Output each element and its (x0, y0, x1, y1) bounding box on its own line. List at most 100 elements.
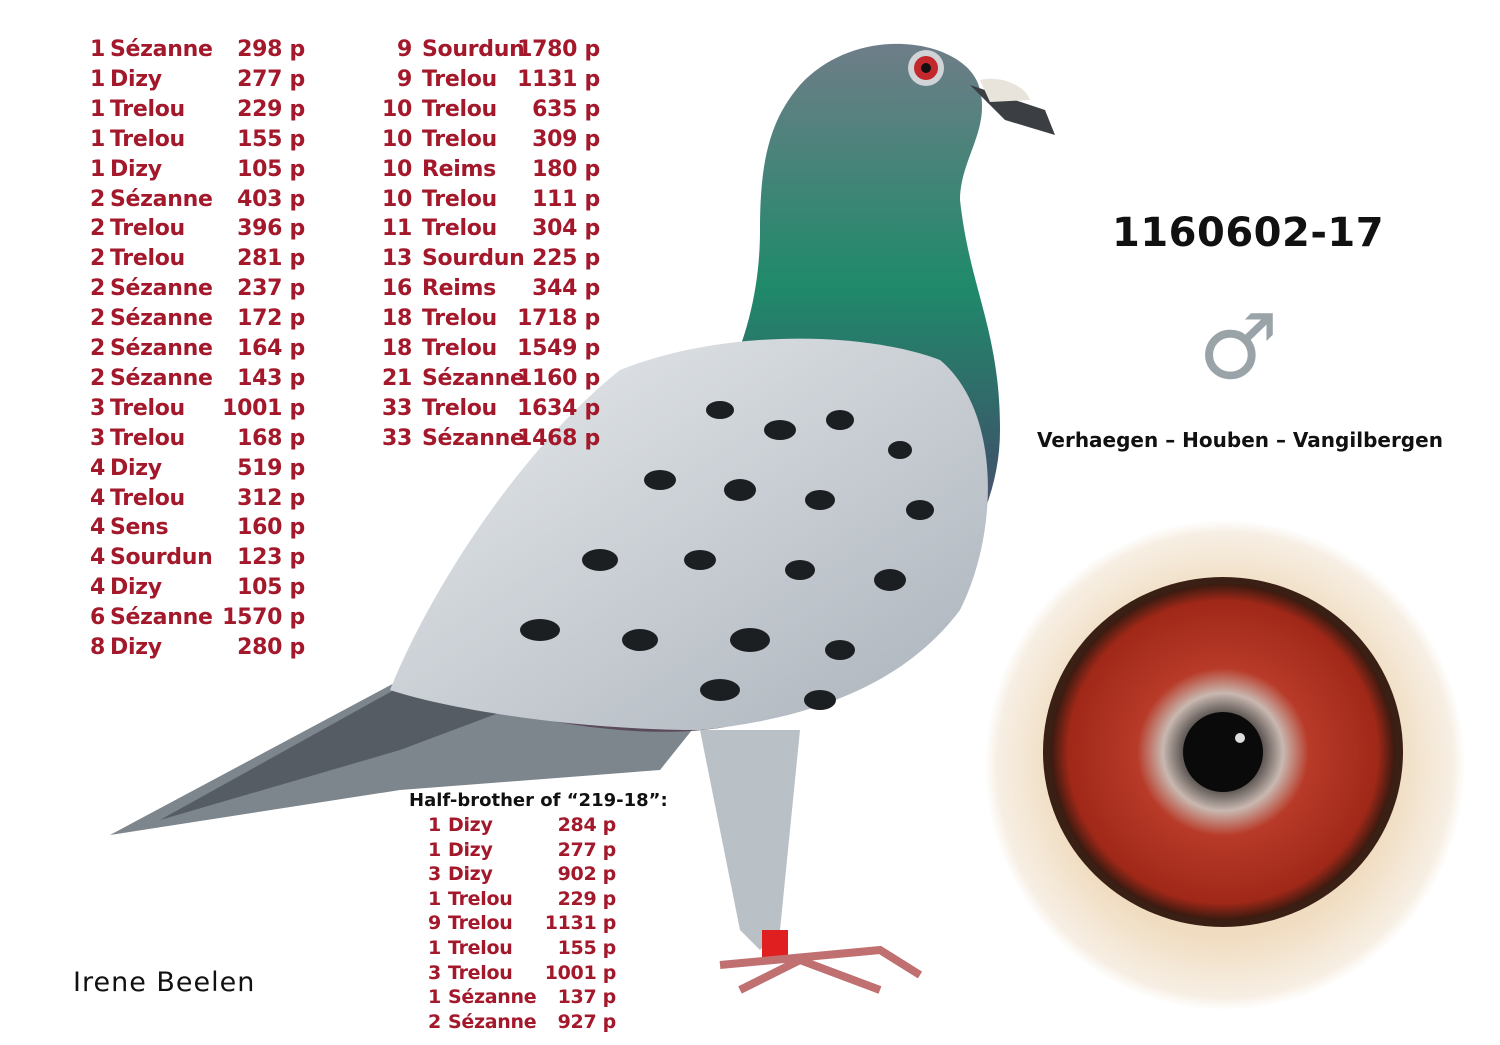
result-location: Sourdun (110, 545, 213, 571)
result-row: 4 Dizy 519 p (90, 454, 305, 484)
result-location: Sézanne (110, 306, 213, 332)
result-rank: 4 (90, 545, 106, 571)
result-rank: 4 (90, 485, 106, 511)
result-points: 143 p (237, 365, 305, 391)
result-location: Sézanne (110, 605, 213, 631)
result-row: 3 Dizy 902 p (428, 862, 616, 887)
result-row: 18 Trelou 1549 p (380, 334, 600, 364)
result-location: Trelou (422, 66, 497, 92)
result-rank: 1 (428, 838, 441, 861)
result-row: 1 Dizy 277 p (90, 65, 305, 95)
result-row: 4 Trelou 312 p (90, 484, 305, 514)
result-points: 168 p (237, 425, 305, 451)
result-location: Sézanne (422, 425, 525, 451)
result-rank: 4 (90, 575, 106, 601)
result-location: Dizy (448, 814, 493, 836)
result-row: 2 Sézanne 143 p (90, 364, 305, 394)
result-location: Sourdun (422, 246, 525, 272)
result-row: 21 Sézanne 1160 p (380, 364, 600, 394)
result-location: Trelou (422, 395, 497, 421)
result-location: Sézanne (110, 37, 213, 62)
result-points: 172 p (237, 306, 305, 332)
result-row: 10 Trelou 111 p (380, 185, 600, 215)
result-rank: 1 (90, 96, 106, 122)
result-rank: 8 (90, 635, 106, 660)
result-row: 3 Trelou 1001 p (90, 394, 305, 424)
result-points: 105 p (237, 575, 305, 601)
result-location: Trelou (448, 961, 513, 984)
result-location: Trelou (110, 425, 185, 451)
result-row: 8 Dizy 280 p (90, 633, 305, 663)
result-rank: 11 (381, 216, 412, 242)
result-location: Trelou (422, 126, 497, 152)
result-rank: 1 (90, 66, 106, 92)
result-row: 1 Dizy 284 p (428, 813, 616, 838)
result-rank: 1 (90, 37, 106, 62)
result-points: 180 p (532, 156, 600, 182)
result-rank: 16 (381, 276, 412, 302)
result-points: 164 p (237, 336, 305, 361)
result-location: Trelou (110, 395, 185, 421)
result-points: 635 p (532, 96, 600, 122)
result-rank: 9 (428, 912, 441, 935)
result-points: 1549 p (517, 336, 600, 361)
result-points: 277 p (237, 66, 305, 92)
result-row: 4 Dizy 105 p (90, 573, 305, 603)
result-rank: 21 (381, 365, 412, 391)
result-points: 519 p (237, 455, 305, 481)
result-rank: 3 (428, 961, 441, 984)
result-points: 111 p (532, 186, 600, 212)
result-rank: 10 (381, 126, 412, 152)
result-points: 403 p (237, 186, 305, 212)
result-points: 927 p (557, 1010, 617, 1033)
result-row: 9 Sourdun 1780 p (380, 35, 600, 65)
male-symbol-icon: ♂ (1198, 300, 1278, 390)
result-location: Trelou (448, 912, 513, 935)
result-rank: 1 (90, 156, 106, 182)
result-location: Sézanne (110, 186, 213, 212)
result-points: 155 p (557, 937, 617, 959)
result-row: 11 Trelou 304 p (380, 214, 600, 244)
result-rank: 18 (381, 336, 412, 361)
result-rank: 2 (90, 276, 106, 302)
result-row: 4 Sens 160 p (90, 513, 305, 543)
result-row: 1 Dizy 277 p (428, 838, 616, 863)
result-points: 396 p (237, 216, 305, 242)
result-points: 225 p (532, 246, 600, 272)
result-points: 229 p (237, 96, 305, 122)
result-rank: 6 (90, 605, 106, 631)
result-rank: 9 (396, 37, 412, 62)
eye-photo (985, 520, 1465, 1010)
result-rank: 1 (428, 986, 441, 1009)
result-location: Sézanne (448, 1010, 537, 1033)
result-rank: 10 (381, 156, 412, 182)
result-points: 309 p (532, 126, 600, 152)
result-rank: 3 (90, 395, 106, 421)
result-row: 18 Trelou 1718 p (380, 304, 600, 334)
result-rank: 2 (428, 1010, 441, 1033)
result-rank: 2 (90, 246, 106, 272)
result-rank: 2 (90, 365, 106, 391)
result-points: 312 p (237, 485, 305, 511)
result-location: Reims (422, 276, 496, 302)
result-rank: 13 (381, 246, 412, 272)
result-location: Sézanne (110, 336, 213, 361)
result-points: 280 p (237, 635, 305, 660)
result-row: 10 Reims 180 p (380, 155, 600, 185)
result-location: Dizy (110, 156, 162, 182)
result-points: 304 p (532, 216, 600, 242)
result-row: 1 Trelou 155 p (428, 936, 616, 961)
result-row: 16 Reims 344 p (380, 274, 600, 304)
result-row: 1 Trelou 155 p (90, 125, 305, 155)
result-points: 160 p (237, 515, 305, 541)
result-location: Trelou (110, 246, 185, 272)
result-row: 9 Trelou 1131 p (428, 911, 616, 936)
result-points: 1718 p (517, 306, 600, 332)
result-points: 281 p (237, 246, 305, 272)
result-points: 123 p (237, 545, 305, 571)
result-location: Dizy (448, 838, 493, 861)
result-points: 277 p (557, 838, 617, 861)
result-points: 1001 p (544, 961, 617, 984)
result-location: Sourdun (422, 37, 525, 62)
result-row: 2 Sézanne 172 p (90, 304, 305, 334)
